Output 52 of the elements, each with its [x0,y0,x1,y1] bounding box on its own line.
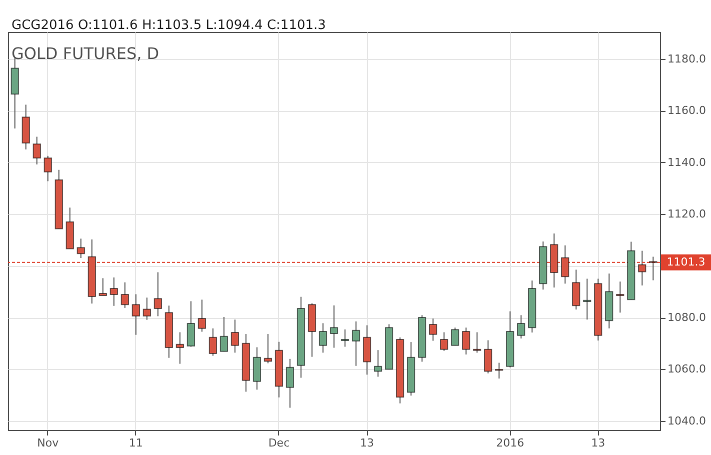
candlestick [264,334,272,364]
x-tick-label: 11 [128,436,143,450]
y-tick-label: 1080.0 [668,311,706,324]
candlestick [450,327,460,346]
candlestick [120,282,129,308]
candlestick [76,238,85,259]
candlestick [561,244,570,284]
candlestick [494,362,504,380]
candlestick [462,327,470,355]
candlestick [286,358,294,408]
candlestick [198,299,206,332]
candlestick [340,328,350,348]
candlestick [44,155,52,182]
y-tick-label: 1060.0 [668,362,706,376]
chart-title: GCG2016 O:1101.6 H:1103.5 L:1094.4 C:1101.3 [12,18,326,33]
candlestick [32,136,41,165]
x-tick-label: Dec [268,436,290,450]
candlestick [638,250,646,286]
candlestick [440,332,448,352]
candlestick [142,297,152,320]
candlestick [428,318,438,342]
candlestick [484,340,492,374]
candlestick [220,316,228,352]
candlestick [110,276,118,306]
candlestick [132,294,140,336]
x-tick-label: 2016 [496,436,524,450]
candlestick [616,281,624,314]
x-tick-label: 13 [591,436,606,450]
candlestick [649,256,658,281]
y-tick-label: 1140.0 [668,156,706,169]
candlestick [318,322,328,354]
y-tick-label: 1180.0 [668,52,706,66]
candlestick [154,272,162,317]
candlestick [330,304,338,348]
candlestick [583,278,592,320]
x-tick-label: Nov [37,436,60,450]
text: GOLD FUTURES, D [12,44,160,63]
y-tick-label: 1120.0 [668,208,706,221]
candlestick [572,269,580,310]
x-tick-label: 13 [360,436,374,450]
y-tick-label: 1040.0 [668,414,706,428]
candlestick [516,314,526,339]
y-tick-label: 1160.0 [668,104,706,118]
candlestick [98,278,107,296]
candlestick [352,320,360,366]
candlestick [230,319,240,354]
candlestick [208,328,218,356]
candlestick [472,332,482,354]
candlestick [186,300,196,348]
ref-line-label: 1101.3 [666,255,706,268]
candlestick [176,332,184,364]
candlestick [374,350,382,378]
